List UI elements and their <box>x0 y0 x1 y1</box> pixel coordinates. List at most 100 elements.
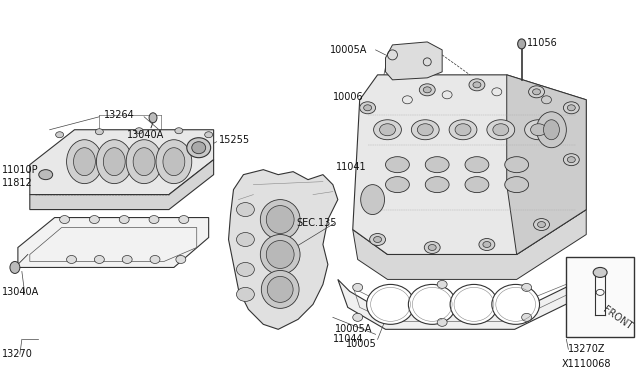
Ellipse shape <box>428 244 436 250</box>
Ellipse shape <box>380 124 396 136</box>
Text: 13270: 13270 <box>2 349 33 359</box>
Ellipse shape <box>465 177 489 193</box>
Ellipse shape <box>266 206 294 234</box>
Ellipse shape <box>374 120 401 140</box>
Ellipse shape <box>419 84 435 96</box>
Ellipse shape <box>543 120 559 140</box>
Polygon shape <box>507 75 586 254</box>
Polygon shape <box>228 170 338 329</box>
Ellipse shape <box>266 241 294 269</box>
Ellipse shape <box>39 170 52 180</box>
Ellipse shape <box>94 256 104 263</box>
Ellipse shape <box>56 132 63 138</box>
Ellipse shape <box>126 140 162 184</box>
Ellipse shape <box>374 237 381 243</box>
Ellipse shape <box>449 120 477 140</box>
Ellipse shape <box>567 105 575 111</box>
Ellipse shape <box>593 267 607 278</box>
Ellipse shape <box>479 238 495 250</box>
Ellipse shape <box>163 148 185 176</box>
Ellipse shape <box>103 148 125 176</box>
Ellipse shape <box>437 280 447 288</box>
Ellipse shape <box>74 148 95 176</box>
Text: X1110068: X1110068 <box>561 359 611 369</box>
Ellipse shape <box>563 154 579 166</box>
Ellipse shape <box>493 124 509 136</box>
Ellipse shape <box>531 124 547 136</box>
Text: 11044: 11044 <box>333 334 364 344</box>
Ellipse shape <box>532 89 541 95</box>
Polygon shape <box>353 209 586 279</box>
Ellipse shape <box>353 283 363 291</box>
Polygon shape <box>338 278 586 329</box>
Ellipse shape <box>205 132 212 138</box>
Ellipse shape <box>370 234 385 246</box>
Ellipse shape <box>261 270 299 308</box>
Ellipse shape <box>536 112 566 148</box>
Ellipse shape <box>522 313 532 321</box>
Text: FRONT: FRONT <box>600 304 634 332</box>
Ellipse shape <box>492 285 540 324</box>
Text: 10005: 10005 <box>346 339 376 349</box>
Ellipse shape <box>179 215 189 224</box>
Bar <box>566 257 634 337</box>
Ellipse shape <box>534 219 550 231</box>
Ellipse shape <box>364 105 372 111</box>
Ellipse shape <box>483 241 491 247</box>
Ellipse shape <box>95 129 103 135</box>
Ellipse shape <box>268 276 293 302</box>
Ellipse shape <box>465 157 489 173</box>
Text: 10006: 10006 <box>333 92 364 102</box>
Ellipse shape <box>417 124 433 136</box>
Ellipse shape <box>260 234 300 275</box>
Ellipse shape <box>423 87 431 93</box>
Text: SEC.135: SEC.135 <box>296 218 337 228</box>
Text: 13040A: 13040A <box>127 130 164 140</box>
Ellipse shape <box>236 288 254 301</box>
Ellipse shape <box>529 86 545 98</box>
Text: 15255: 15255 <box>219 135 250 145</box>
Ellipse shape <box>425 157 449 173</box>
Ellipse shape <box>97 140 132 184</box>
Ellipse shape <box>236 203 254 217</box>
Ellipse shape <box>522 283 532 291</box>
Ellipse shape <box>133 148 155 176</box>
Polygon shape <box>353 75 586 254</box>
Ellipse shape <box>10 262 20 273</box>
Ellipse shape <box>150 256 160 263</box>
Text: 13040A: 13040A <box>2 288 39 297</box>
Ellipse shape <box>525 120 552 140</box>
Ellipse shape <box>119 215 129 224</box>
Ellipse shape <box>487 120 515 140</box>
Ellipse shape <box>469 79 485 91</box>
Ellipse shape <box>260 200 300 240</box>
Ellipse shape <box>361 185 385 215</box>
Ellipse shape <box>408 285 456 324</box>
Ellipse shape <box>424 241 440 253</box>
Text: 10005A: 10005A <box>335 324 372 334</box>
Ellipse shape <box>437 318 447 326</box>
Ellipse shape <box>353 313 363 321</box>
Ellipse shape <box>149 215 159 224</box>
Ellipse shape <box>455 124 471 136</box>
Ellipse shape <box>175 128 183 134</box>
Text: 11010P: 11010P <box>2 165 38 175</box>
Ellipse shape <box>236 232 254 247</box>
Polygon shape <box>18 218 209 267</box>
Ellipse shape <box>412 120 439 140</box>
Ellipse shape <box>563 102 579 114</box>
Ellipse shape <box>187 138 211 158</box>
Text: 11041: 11041 <box>336 162 367 171</box>
Text: 11812: 11812 <box>2 178 33 187</box>
Text: 13270Z: 13270Z <box>568 344 606 354</box>
Polygon shape <box>30 160 214 209</box>
Ellipse shape <box>90 215 99 224</box>
Ellipse shape <box>67 140 102 184</box>
Ellipse shape <box>538 222 545 228</box>
Ellipse shape <box>192 142 205 154</box>
Text: 11056: 11056 <box>527 38 557 48</box>
Ellipse shape <box>505 157 529 173</box>
Ellipse shape <box>60 215 70 224</box>
Text: 10005A: 10005A <box>330 45 367 55</box>
Ellipse shape <box>425 177 449 193</box>
